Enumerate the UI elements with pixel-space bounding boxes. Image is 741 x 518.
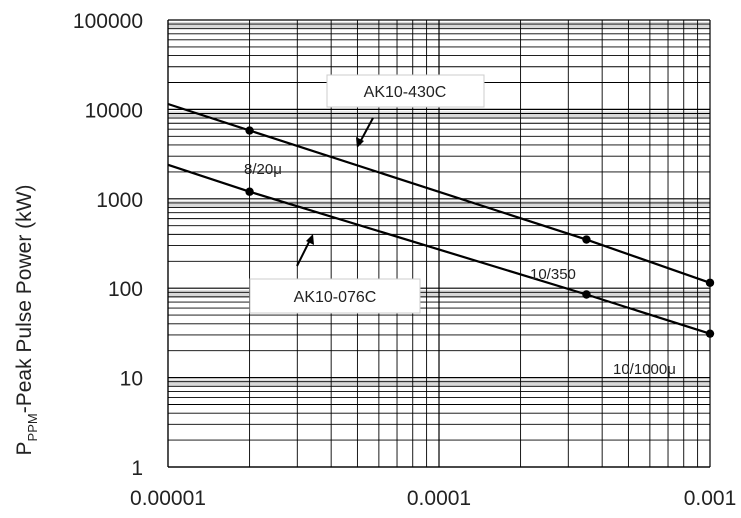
- x-tick-label: 0.001: [684, 487, 737, 510]
- data-point-ak10-430c: [705, 278, 715, 287]
- y-tick-label: 100: [108, 278, 143, 301]
- arrowhead-ak10-076c: [306, 234, 314, 245]
- x-tick-label: 0.0001: [407, 487, 471, 510]
- axis-tick-labels: 1 10 100 1000 10000 100000 0.00001 0.000…: [73, 10, 736, 510]
- series-line-ak10-430c: [167, 102, 711, 284]
- annotation-10-350: 10/350: [530, 266, 576, 283]
- annotation-10-1000: 10/1000μ: [613, 361, 676, 378]
- legend-label-ak10-430c: AK10-430C: [364, 84, 447, 101]
- y-tick-label: 1000: [96, 189, 143, 212]
- series-line-ak10-076c: [167, 163, 711, 335]
- data-point-ak10-076c: [705, 329, 715, 338]
- annotation-8-20: 8/20μ: [244, 161, 282, 178]
- data-point-ak10-076c: [245, 187, 254, 196]
- legend-box-ak10-076c: [249, 278, 421, 314]
- legend-box-ak10-430c: [326, 74, 485, 108]
- y-tick-label: 10000: [85, 99, 143, 122]
- y-tick-label: 1: [131, 457, 143, 480]
- legend-label-ak10-076c: AK10-076C: [294, 289, 377, 306]
- y-tick-label: 10: [120, 368, 143, 391]
- chart-grid: [167, 19, 711, 468]
- arrow-ak10-076c: [296, 237, 312, 267]
- x-tick-label: 0.00001: [130, 487, 206, 510]
- data-point-ak10-430c: [245, 126, 254, 135]
- series-layer: [167, 102, 715, 338]
- data-point-ak10-430c: [582, 235, 591, 244]
- y-axis-label: PPPM-Peak Pulse Power (kW): [13, 185, 40, 456]
- arrowhead-ak10-430c: [356, 137, 364, 148]
- legend-arrows: [296, 117, 374, 267]
- data-point-ak10-076c: [582, 290, 591, 299]
- y-tick-label: 100000: [73, 10, 143, 33]
